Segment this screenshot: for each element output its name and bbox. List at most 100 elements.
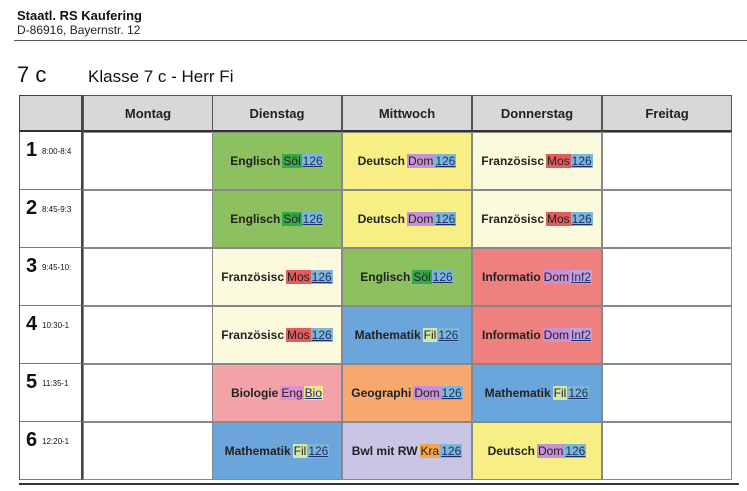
lesson-teacher: Mos <box>286 270 311 284</box>
period-number: 3 <box>26 255 38 277</box>
school-address: D-86916, Bayernstr. 12 <box>17 23 141 37</box>
period-number: 2 <box>26 197 38 219</box>
lesson-teacher: Dom <box>406 212 435 226</box>
lesson-subject: Französisc <box>221 270 284 284</box>
period-time: 9:45-10: <box>42 263 72 272</box>
timetable-grid: Montag Dienstag Mittwoch Donnerstag Freitag 1… <box>19 95 739 491</box>
lesson-cell[interactable]: Mathematik Fil 126 <box>342 306 472 364</box>
empty-cell <box>83 248 213 306</box>
lesson-cell[interactable]: Englisch Söl 126 <box>212 190 342 248</box>
lesson-subject: Deutsch <box>357 212 405 226</box>
lesson-subject: Französisc <box>221 328 284 342</box>
period-number: 6 <box>26 429 38 451</box>
lesson-room-link[interactable]: 126 <box>307 444 330 458</box>
lesson-cell[interactable]: Englisch Söl 126 <box>342 248 472 306</box>
day-header-freitag: Freitag <box>602 95 732 132</box>
lesson-room-link[interactable]: 126 <box>431 270 454 284</box>
lesson-teacher: Söl <box>282 212 302 226</box>
header-rule <box>14 40 747 41</box>
period-label: 6 12:20-1 <box>19 422 83 480</box>
lesson-cell[interactable]: Französisc Mos 126 <box>472 190 602 248</box>
lesson-cell[interactable]: Informatio Dom Inf2 <box>472 306 602 364</box>
lesson-subject: Mathematik <box>224 444 291 458</box>
lesson-teacher: Mos <box>546 154 571 168</box>
period-label: 2 8:45-9:3 <box>19 190 83 248</box>
school-name: Staatl. RS Kaufering <box>17 8 142 23</box>
lesson-teacher: Eng <box>280 386 304 400</box>
lesson-room-link[interactable]: Inf2 <box>570 328 593 342</box>
lesson-cell[interactable]: Mathematik Fil 126 <box>472 364 602 422</box>
lesson-room-link[interactable]: 126 <box>434 212 457 226</box>
lesson-cell[interactable]: Biologie Eng Bio <box>212 364 342 422</box>
day-header-mittwoch: Mittwoch <box>342 95 472 132</box>
lesson-teacher: Dom <box>536 444 565 458</box>
lesson-subject: Englisch <box>360 270 411 284</box>
day-header-dienstag: Dienstag <box>212 95 342 132</box>
lesson-room-link[interactable]: Bio <box>303 386 324 400</box>
lesson-subject: Mathematik <box>354 328 421 342</box>
lesson-room-link[interactable]: 126 <box>301 212 324 226</box>
lesson-cell[interactable]: Deutsch Dom 126 <box>342 132 472 190</box>
lesson-room-link[interactable]: 126 <box>440 386 463 400</box>
lesson-room-link[interactable]: 126 <box>310 328 333 342</box>
lesson-teacher: Kra <box>419 444 441 458</box>
lesson-cell[interactable]: Französisc Mos 126 <box>212 306 342 364</box>
lesson-teacher: Mos <box>286 328 311 342</box>
lesson-teacher: Fil <box>292 444 308 458</box>
day-header-donnerstag: Donnerstag <box>472 95 602 132</box>
lesson-cell[interactable]: Mathematik Fil 126 <box>212 422 342 480</box>
period-number: 5 <box>26 371 38 393</box>
lesson-room-link[interactable]: 126 <box>437 328 460 342</box>
empty-cell <box>83 364 213 422</box>
lesson-teacher: Dom <box>413 386 441 400</box>
lesson-cell[interactable]: Deutsch Dom 126 <box>472 422 602 480</box>
empty-cell <box>602 422 732 480</box>
lesson-teacher: Söl <box>412 270 432 284</box>
lesson-cell[interactable]: Bwl mit RW Kra 126 <box>342 422 472 480</box>
day-header-montag: Montag <box>83 95 213 132</box>
lesson-subject: Französisc <box>481 212 544 226</box>
empty-cell <box>83 422 213 480</box>
empty-cell <box>83 306 213 364</box>
lesson-cell[interactable]: Französisc Mos 126 <box>212 248 342 306</box>
lesson-room-link[interactable]: 126 <box>434 154 457 168</box>
lesson-subject: Biologie <box>230 386 279 400</box>
lesson-teacher: Dom <box>542 328 570 342</box>
empty-cell <box>83 190 213 248</box>
lesson-room-link[interactable]: 126 <box>310 270 333 284</box>
period-label: 4 10:30-1 <box>19 306 83 364</box>
lesson-room-link[interactable]: 126 <box>301 154 324 168</box>
lesson-cell[interactable]: Informatio Dom Inf2 <box>472 248 602 306</box>
lesson-subject: Englisch <box>230 154 281 168</box>
period-number: 4 <box>26 313 38 335</box>
empty-cell <box>602 306 732 364</box>
period-label: 5 11:35-1 <box>19 364 83 422</box>
lesson-subject: Deutsch <box>487 444 535 458</box>
lesson-subject: Mathematik <box>484 386 551 400</box>
lesson-subject: Französisc <box>481 154 544 168</box>
lesson-cell[interactable]: Geographi Dom 126 <box>342 364 472 422</box>
empty-cell <box>602 248 732 306</box>
lesson-teacher: Mos <box>546 212 571 226</box>
lesson-cell[interactable]: Deutsch Dom 126 <box>342 190 472 248</box>
lesson-subject: Informatio <box>481 328 541 342</box>
period-number: 1 <box>26 139 38 161</box>
empty-cell <box>83 132 213 190</box>
period-time: 10:30-1 <box>42 321 70 330</box>
lesson-cell[interactable]: Englisch Söl 126 <box>212 132 342 190</box>
lesson-cell[interactable]: Französisc Mos 126 <box>472 132 602 190</box>
lesson-subject: Bwl mit RW <box>351 444 418 458</box>
lesson-room-link[interactable]: Inf2 <box>570 270 593 284</box>
lesson-room-link[interactable]: 126 <box>567 386 590 400</box>
header-corner <box>19 95 83 132</box>
lesson-room-link[interactable]: 126 <box>570 212 593 226</box>
lesson-teacher: Dom <box>406 154 435 168</box>
empty-cell <box>602 364 732 422</box>
empty-cell <box>602 190 732 248</box>
lesson-room-link[interactable]: 126 <box>564 444 587 458</box>
period-time: 12:20-1 <box>42 437 70 446</box>
lesson-room-link[interactable]: 126 <box>440 444 463 458</box>
period-time: 8:45-9:3 <box>42 205 72 214</box>
lesson-room-link[interactable]: 126 <box>570 154 593 168</box>
lesson-subject: Informatio <box>481 270 541 284</box>
